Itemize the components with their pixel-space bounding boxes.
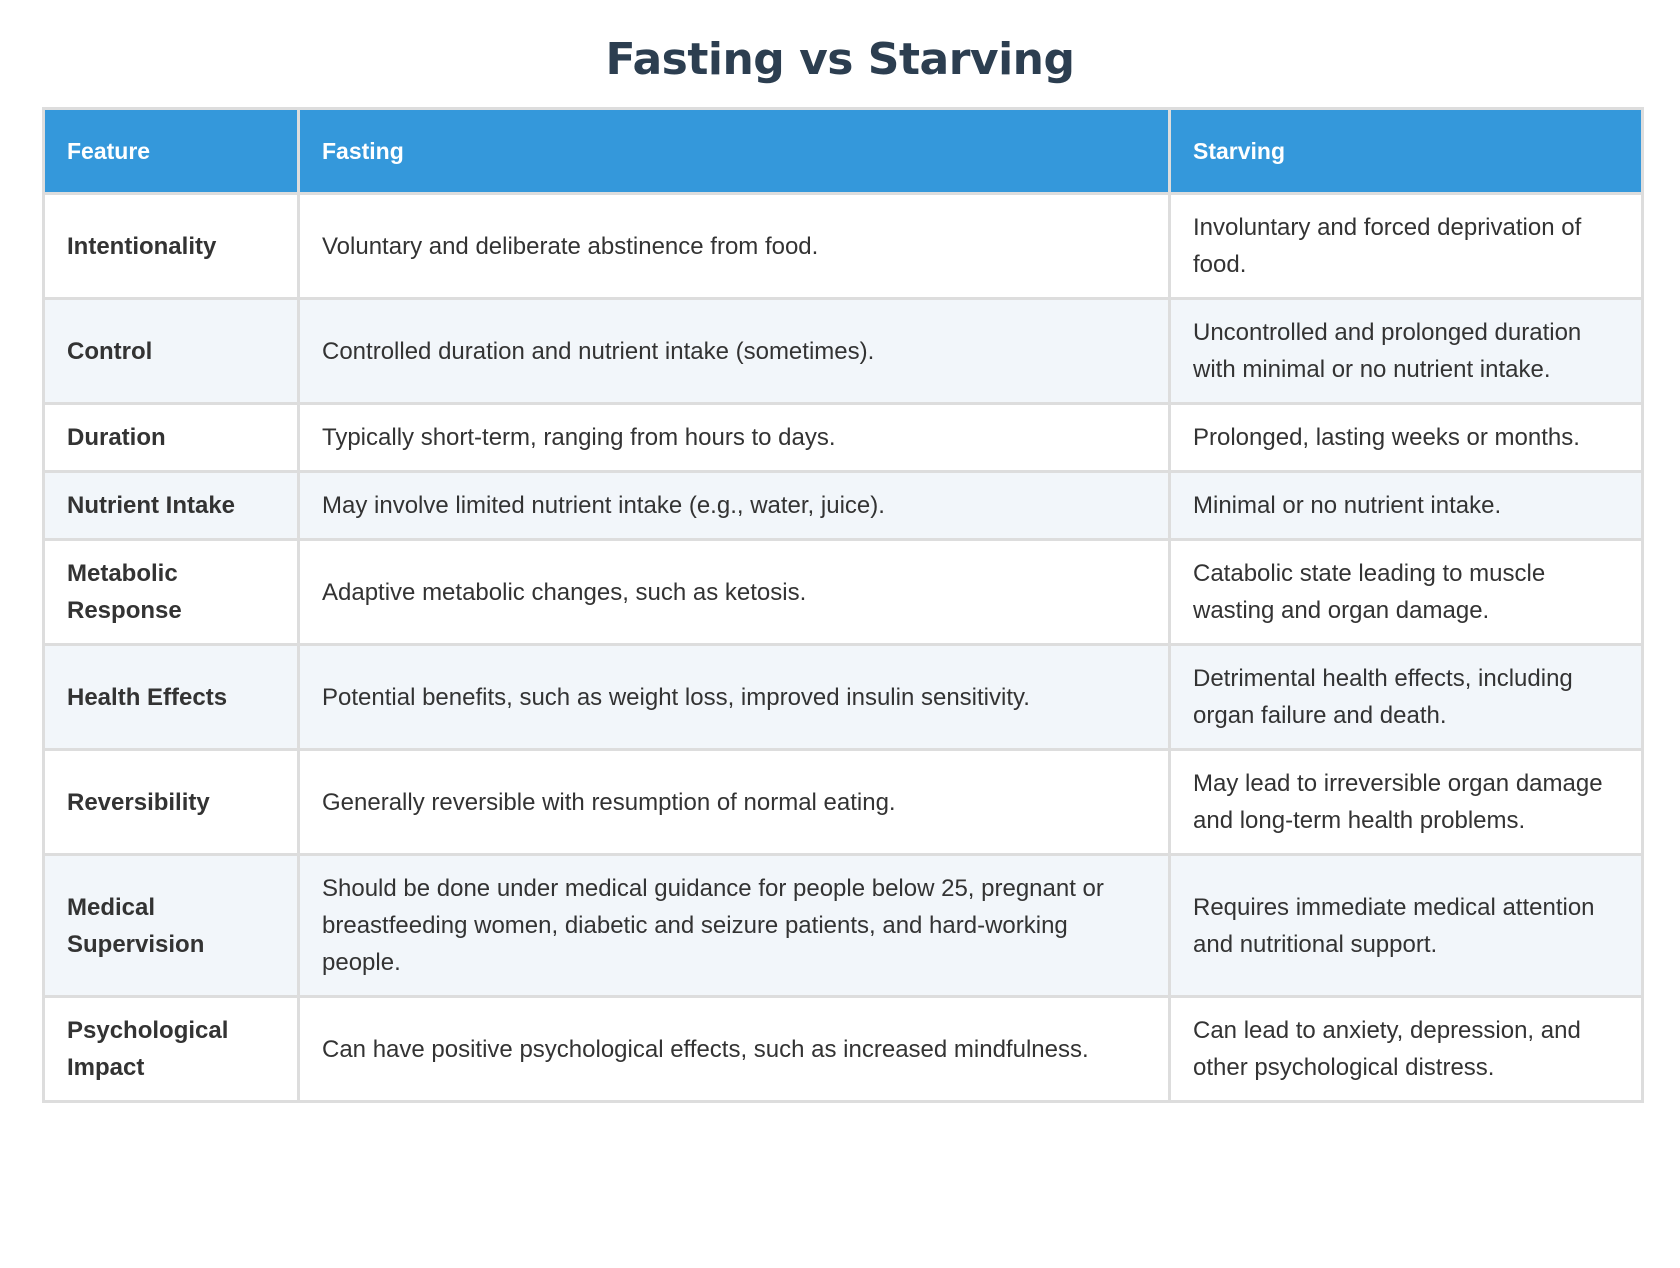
- starving-cell: Uncontrolled and prolonged duration with…: [1168, 297, 1644, 405]
- feature-cell: Control: [42, 297, 300, 405]
- table-row: Health Effects Potential benefits, such …: [42, 643, 1644, 751]
- table-row: Psychological Impact Can have positive p…: [42, 995, 1644, 1103]
- table-row: Reversibility Generally reversible with …: [42, 748, 1644, 856]
- fasting-cell: Potential benefits, such as weight loss,…: [297, 643, 1171, 751]
- table-header: Feature Fasting Starving: [42, 107, 1644, 195]
- fasting-cell: Voluntary and deliberate abstinence from…: [297, 192, 1171, 300]
- starving-cell: Can lead to anxiety, depression, and oth…: [1168, 995, 1644, 1103]
- table-row: Metabolic Response Adaptive metabolic ch…: [42, 538, 1644, 646]
- starving-cell: May lead to irreversible organ damage an…: [1168, 748, 1644, 856]
- feature-cell: Psychological Impact: [42, 995, 300, 1103]
- header-row: Feature Fasting Starving: [42, 107, 1644, 195]
- feature-cell: Metabolic Response: [42, 538, 300, 646]
- page-title: Fasting vs Starving: [605, 34, 1076, 85]
- fasting-cell: Should be done under medical guidance fo…: [297, 853, 1171, 998]
- table-row: Intentionality Voluntary and deliberate …: [42, 192, 1644, 300]
- fasting-cell: Generally reversible with resumption of …: [297, 748, 1171, 856]
- comparison-table: Feature Fasting Starving Intentionality …: [42, 107, 1644, 1103]
- table-row: Duration Typically short-term, ranging f…: [42, 402, 1644, 473]
- table-body: Intentionality Voluntary and deliberate …: [42, 192, 1644, 1103]
- comparison-table-container: Feature Fasting Starving Intentionality …: [42, 107, 1644, 1103]
- starving-cell: Minimal or no nutrient intake.: [1168, 470, 1644, 541]
- starving-cell: Requires immediate medical attention and…: [1168, 853, 1644, 998]
- starving-cell: Catabolic state leading to muscle wastin…: [1168, 538, 1644, 646]
- feature-cell: Intentionality: [42, 192, 300, 300]
- table-row: Control Controlled duration and nutrient…: [42, 297, 1644, 405]
- starving-cell: Detrimental health effects, including or…: [1168, 643, 1644, 751]
- header-fasting: Fasting: [297, 107, 1171, 195]
- header-starving: Starving: [1168, 107, 1644, 195]
- feature-cell: Reversibility: [42, 748, 300, 856]
- header-feature: Feature: [42, 107, 300, 195]
- feature-cell: Health Effects: [42, 643, 300, 751]
- feature-cell: Nutrient Intake: [42, 470, 300, 541]
- table-row: Medical Supervision Should be done under…: [42, 853, 1644, 998]
- starving-cell: Prolonged, lasting weeks or months.: [1168, 402, 1644, 473]
- fasting-cell: Controlled duration and nutrient intake …: [297, 297, 1171, 405]
- fasting-cell: Typically short-term, ranging from hours…: [297, 402, 1171, 473]
- fasting-cell: Can have positive psychological effects,…: [297, 995, 1171, 1103]
- feature-cell: Medical Supervision: [42, 853, 300, 998]
- feature-cell: Duration: [42, 402, 300, 473]
- fasting-cell: May involve limited nutrient intake (e.g…: [297, 470, 1171, 541]
- fasting-cell: Adaptive metabolic changes, such as keto…: [297, 538, 1171, 646]
- table-row: Nutrient Intake May involve limited nutr…: [42, 470, 1644, 541]
- starving-cell: Involuntary and forced deprivation of fo…: [1168, 192, 1644, 300]
